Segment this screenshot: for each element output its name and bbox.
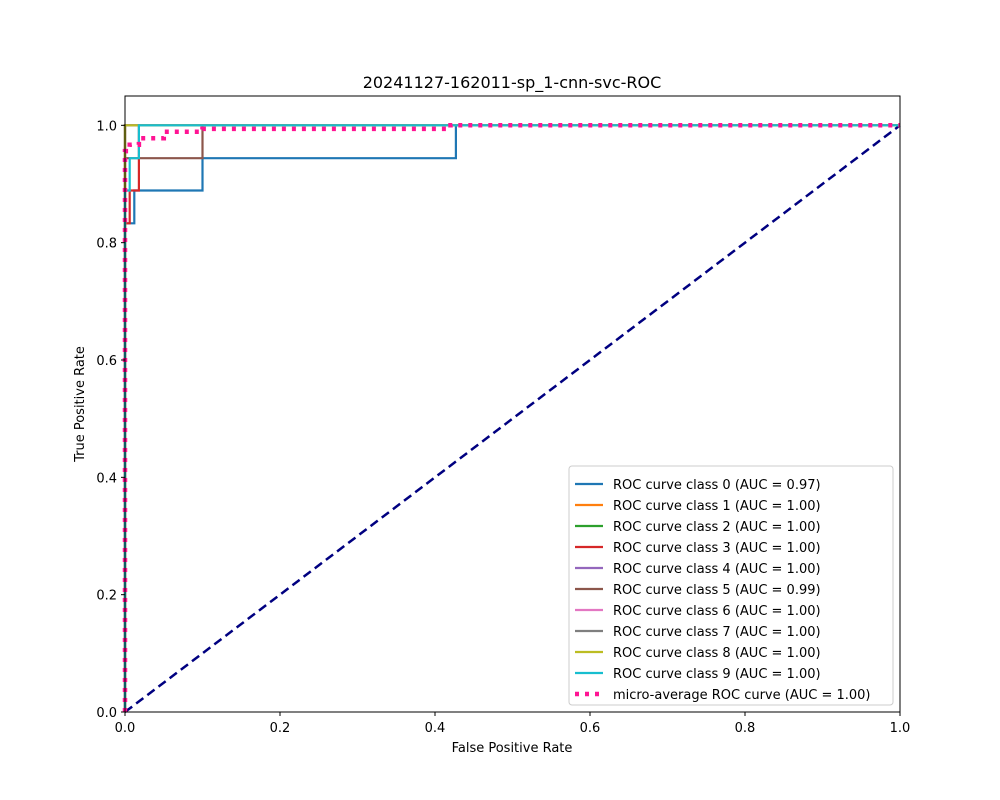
y-tick-label: 0.2 [96,589,117,604]
roc-series-10 [122,123,900,712]
x-tick-label: 0.0 [115,721,136,736]
legend-label-10: micro-average ROC curve (AUC = 1.00) [613,688,870,703]
y-axis-label: True Positive Rate [73,346,88,463]
legend-label-3: ROC curve class 3 (AUC = 1.00) [613,541,821,556]
axes: 0.0 0.2 0.4 0.6 0.8 1.0 0.0 0.2 0.4 0.6 0.8 1.0 [96,95,911,736]
x-tick-label: 0.4 [425,721,446,736]
legend: ROC curve class 0 (AUC = 0.97) ROC curve … [568,465,894,706]
y-tick-label: 1.0 [96,119,117,134]
legend-label-5: ROC curve class 5 (AUC = 0.99) [613,583,821,598]
legend-label-8: ROC curve class 8 (AUC = 1.00) [613,646,821,661]
x-tick-label: 0.2 [270,721,291,736]
legend-box [568,465,894,706]
x-tick-label: 1.0 [890,721,911,736]
legend-label-6: ROC curve class 6 (AUC = 1.00) [613,604,821,619]
y-tick-label: 0.0 [96,706,117,721]
x-axis-label: False Positive Rate [452,741,573,756]
legend-label-9: ROC curve class 9 (AUC = 1.00) [613,667,821,682]
legend-label-4: ROC curve class 4 (AUC = 1.00) [613,562,821,577]
chance-diagonal-line [124,124,901,713]
y-tick-label: 0.6 [96,354,117,369]
legend-label-0: ROC curve class 0 (AUC = 0.97) [613,478,821,493]
legend-label-1: ROC curve class 1 (AUC = 1.00) [613,499,821,514]
plot-frame [124,95,901,713]
legend-label-2: ROC curve class 2 (AUC = 1.00) [613,520,821,535]
y-tick-label: 0.8 [96,237,117,252]
x-tick-label: 0.8 [735,721,756,736]
legend-label-7: ROC curve class 7 (AUC = 1.00) [613,625,821,640]
x-tick-label: 0.6 [580,721,601,736]
y-tick-label: 0.4 [96,471,117,486]
chart-title: 20241127-162011-sp_1-cnn-svc-ROC [363,73,662,93]
